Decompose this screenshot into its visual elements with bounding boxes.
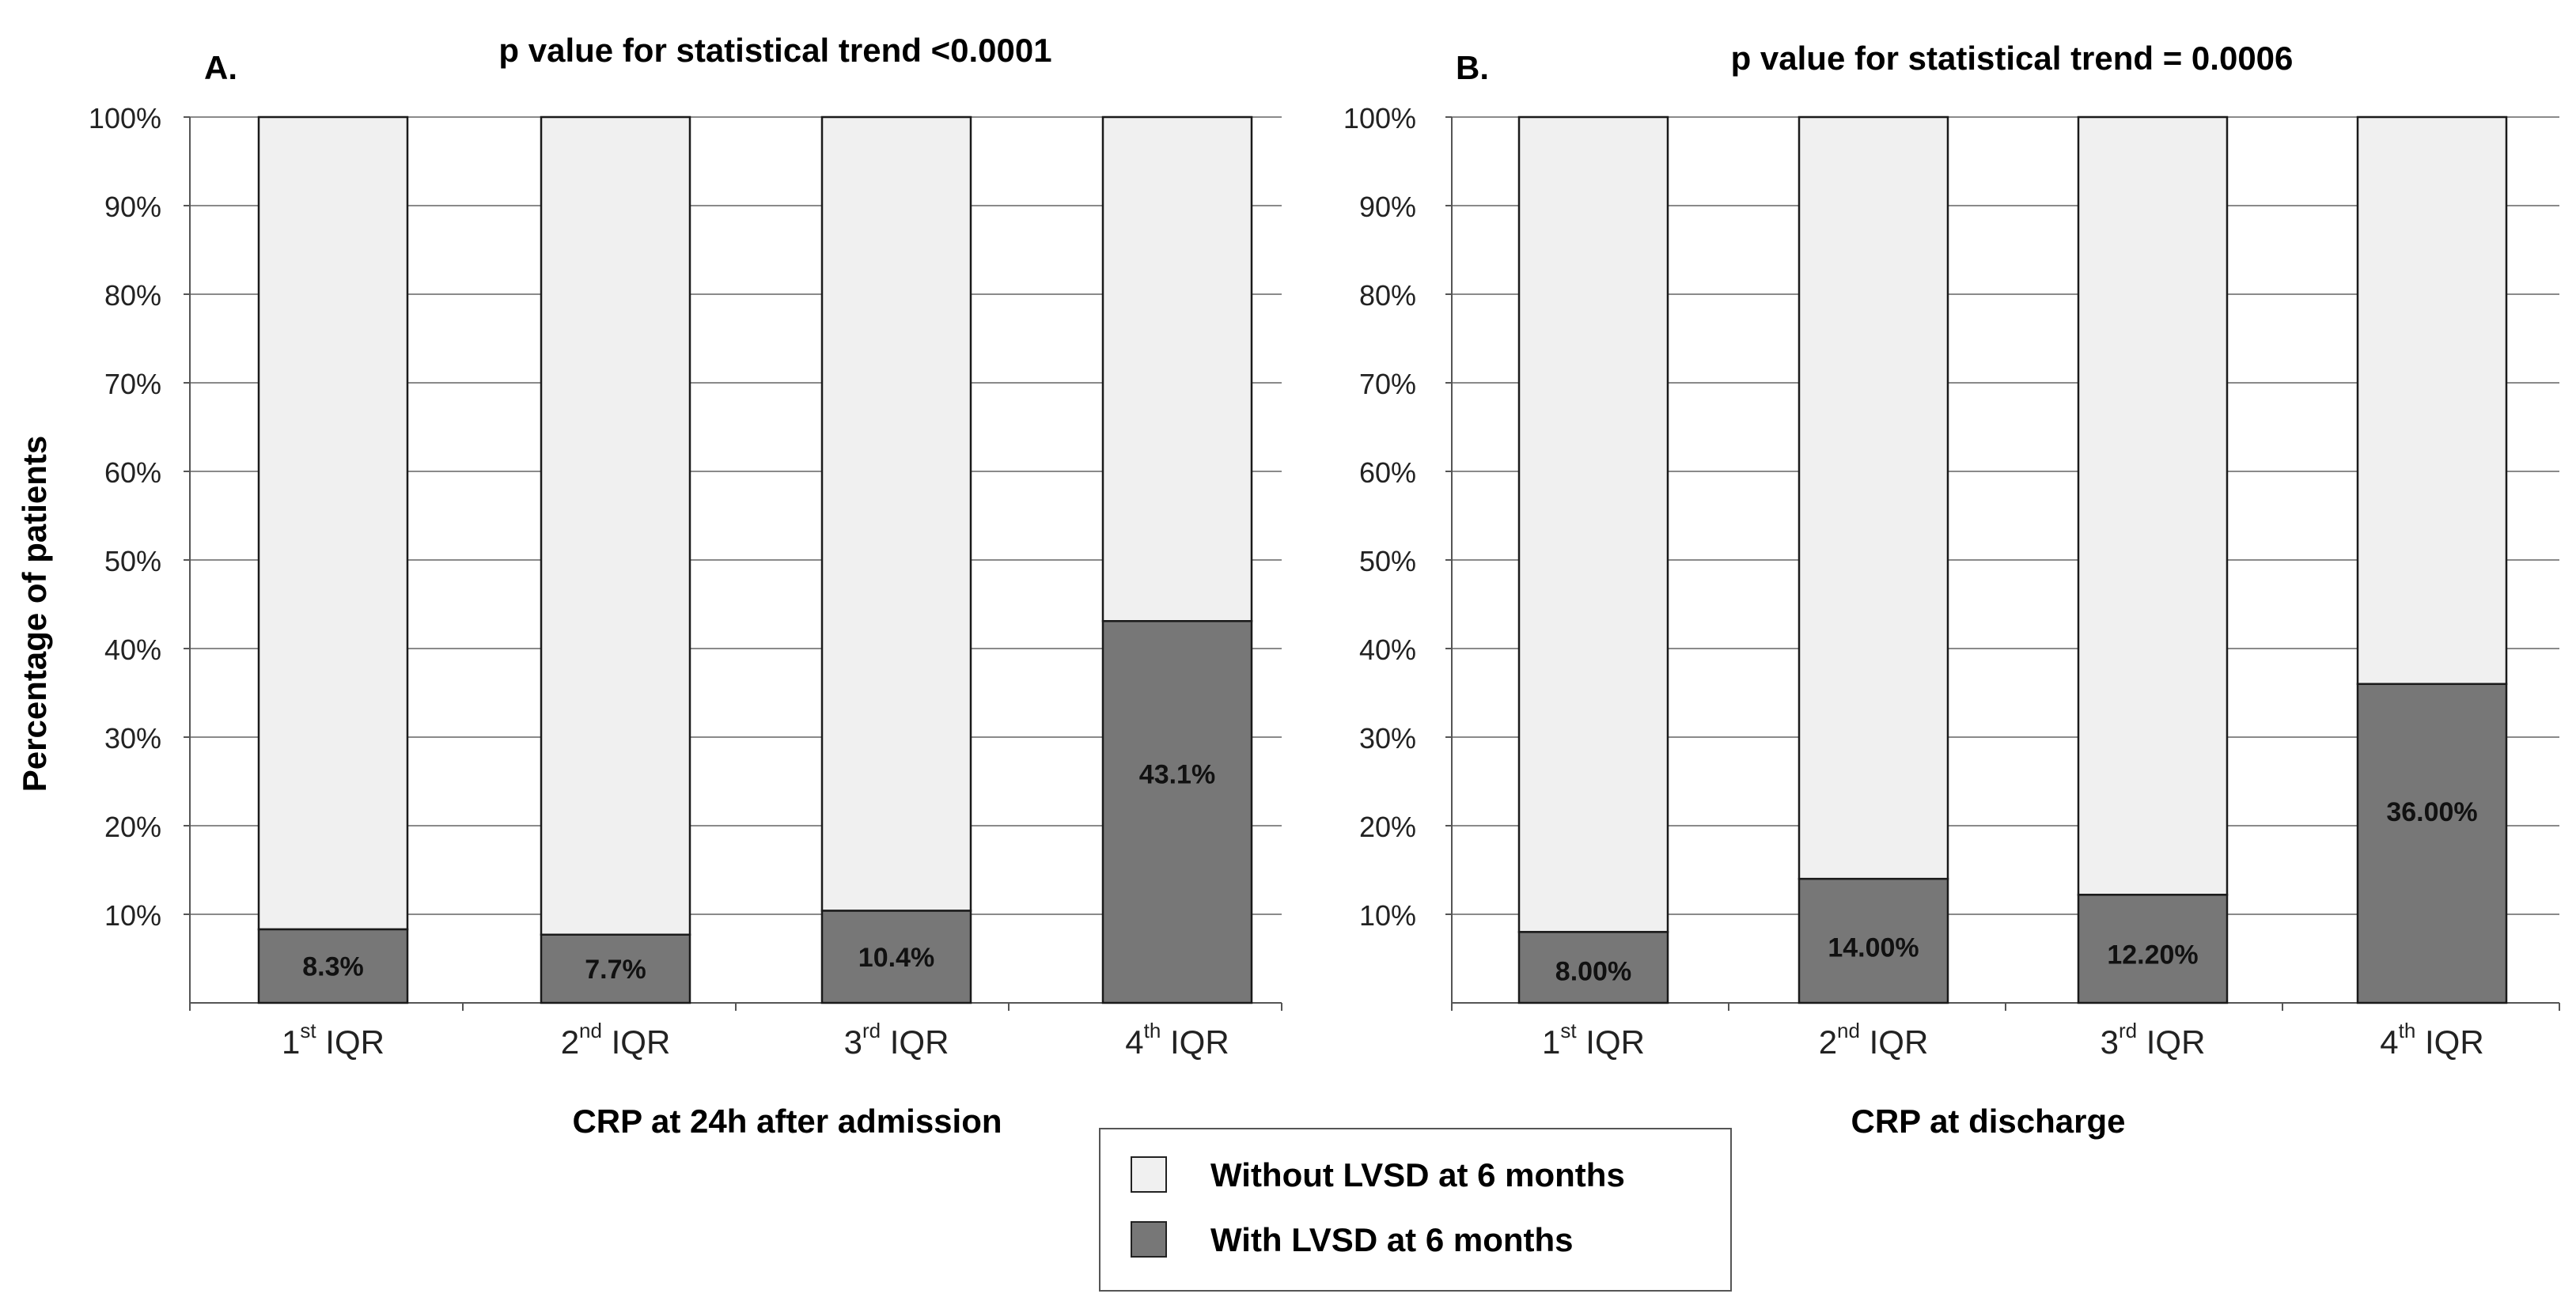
legend-label-without-lvsd: Without LVSD at 6 months <box>1210 1156 1625 1193</box>
panel-b-bar-with-lvsd <box>1517 931 1669 1004</box>
panel-a-data-label: 7.7% <box>585 955 646 985</box>
y-axis-label: Percentage of patients <box>16 436 53 792</box>
panel-b-data-label: 36.00% <box>2386 797 2477 827</box>
panel-b-data-label: 12.20% <box>2107 940 2198 970</box>
panel-a: A. p value for statistical trend <0.0001… <box>89 32 1282 1140</box>
panel-b-y-tick-label: 20% <box>1359 811 1416 843</box>
panel-a-bar-with-lvsd <box>540 933 691 1004</box>
panel-b-marks: 10% 20% 30% 40% 50% 60% 70% 80% 90% 100% 8.00% 1st … <box>1343 102 2560 1061</box>
panel-b-y-tick-label: 80% <box>1359 279 1416 312</box>
panel-a-bar-with-lvsd <box>1101 620 1253 1004</box>
panel-b-y-tick-label: 100% <box>1343 102 1416 134</box>
panel-b-y-tick-label: 90% <box>1359 191 1416 223</box>
panel-b-y-tick-label: 70% <box>1359 368 1416 400</box>
panel-b-bar-without-lvsd <box>1517 115 1669 933</box>
panel-a-bar-without-lvsd <box>1101 115 1253 622</box>
panel-a-y-tick-label: 70% <box>104 368 161 400</box>
panel-b-data-label: 8.00% <box>1555 957 1631 987</box>
panel-b-xlabel: CRP at discharge <box>1851 1103 2125 1140</box>
panel-a-bar-with-lvsd <box>820 910 972 1004</box>
panel-b-y-tick-label: 10% <box>1359 899 1416 932</box>
panel-b-bar-with-lvsd <box>1798 877 1949 1004</box>
panel-a-xlabel: CRP at 24h after admission <box>572 1103 1002 1140</box>
panel-a-y-tick-label: 40% <box>104 634 161 666</box>
panel-b-category-label: 4th IQR <box>2380 1019 2483 1061</box>
panel-a-y-tick-label: 80% <box>104 279 161 312</box>
panel-b-category-label: 3rd IQR <box>2101 1019 2206 1061</box>
panel-b-bar-without-lvsd <box>2356 115 2508 686</box>
panel-a-category-label: 2nd IQR <box>561 1019 671 1061</box>
panel-a-y-tick-label: 10% <box>104 899 161 932</box>
panel-b-category-label: 1st IQR <box>1542 1019 1645 1061</box>
panel-a-bar-with-lvsd <box>257 928 409 1004</box>
panel-a-y-tick-label: 90% <box>104 191 161 223</box>
panel-b: B. p value for statistical trend = 0.000… <box>1343 40 2560 1140</box>
panel-b-title: p value for statistical trend = 0.0006 <box>1731 40 2294 77</box>
panel-a-data-label: 10.4% <box>858 943 934 973</box>
panel-b-data-label: 14.00% <box>1828 932 1919 963</box>
panel-b-y-tick-label: 40% <box>1359 634 1416 666</box>
legend-box <box>1099 1128 1732 1292</box>
panel-a-marks: 10% 20% 30% 40% 50% 60% 70% 80% 90% 100% 8.3% 1st I… <box>89 102 1282 1061</box>
panel-a-label: A. <box>204 49 237 86</box>
panel-b-category-label: 2nd IQR <box>1819 1019 1929 1061</box>
panel-b-bar-with-lvsd <box>2356 683 2508 1004</box>
panel-a-bar-without-lvsd <box>820 115 972 912</box>
panel-a-y-tick-label: 100% <box>89 102 161 134</box>
panel-b-y-tick-label: 30% <box>1359 722 1416 755</box>
panel-a-y-tick-label: 60% <box>104 456 161 489</box>
panel-a-y-tick-label: 30% <box>104 722 161 755</box>
panel-b-y-tick-label: 50% <box>1359 545 1416 577</box>
panel-a-category-label: 3rd IQR <box>844 1019 949 1061</box>
panel-a-y-tick-label: 20% <box>104 811 161 843</box>
panel-a-category-label: 4th IQR <box>1125 1019 1229 1061</box>
panel-a-data-label: 43.1% <box>1139 759 1215 789</box>
panel-b-bar-without-lvsd <box>2077 115 2229 896</box>
panel-b-bar-with-lvsd <box>2077 894 2229 1004</box>
panel-a-bar-without-lvsd <box>257 115 409 931</box>
legend-swatch-without-lvsd <box>1131 1156 1167 1193</box>
panel-a-y-tick-label: 50% <box>104 545 161 577</box>
panel-b-label: B. <box>1456 49 1489 86</box>
panel-a-category-label: 1st IQR <box>282 1019 385 1061</box>
legend-swatch-with-lvsd <box>1131 1221 1167 1258</box>
panel-b-bar-without-lvsd <box>1798 115 1949 880</box>
legend-label-with-lvsd: With LVSD at 6 months <box>1210 1221 1574 1258</box>
panel-a-title: p value for statistical trend <0.0001 <box>498 32 1051 69</box>
panel-a-data-label: 8.3% <box>302 952 364 982</box>
panel-a-bar-without-lvsd <box>540 115 691 936</box>
panel-b-y-tick-label: 60% <box>1359 456 1416 489</box>
legend: Without LVSD at 6 months With LVSD at 6 … <box>1099 1128 1732 1292</box>
